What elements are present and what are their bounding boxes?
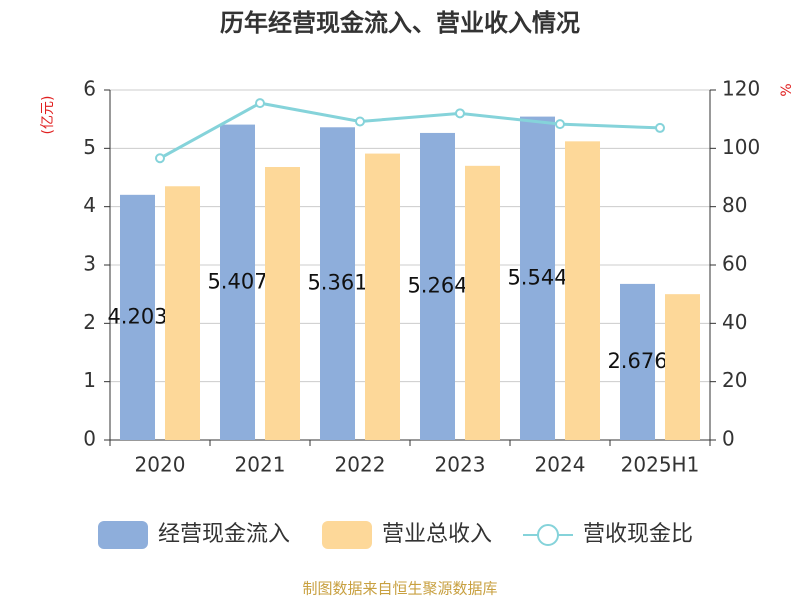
x-tick-label: 2023: [435, 453, 486, 477]
y2-tick-label: 80: [722, 193, 747, 217]
bar: [565, 141, 600, 441]
line-marker: [655, 122, 665, 133]
data-label: 2.676: [607, 349, 667, 373]
bar: [365, 153, 400, 441]
bar: [520, 116, 555, 440]
data-label: 5.544: [507, 265, 567, 289]
x-tick-label: 2020: [135, 453, 186, 477]
x-tick-label: 2025H1: [621, 453, 700, 477]
data-label: 5.407: [207, 269, 267, 293]
y-axis-label: (亿元): [40, 96, 56, 135]
source-note: 制图数据来自恒生聚源数据库: [302, 580, 497, 598]
chart-title: 历年经营现金流入、营业收入情况: [220, 9, 580, 37]
y2-tick-label: 60: [722, 252, 747, 276]
y-tick-label: 1: [83, 368, 96, 392]
data-label: 5.264: [407, 273, 467, 297]
legend-swatch: [537, 524, 559, 546]
legend-swatch: [322, 521, 372, 549]
y2-axis-label: %: [779, 83, 795, 96]
bar: [665, 294, 700, 440]
bar: [620, 283, 655, 440]
y2-tick-label: 100: [722, 135, 760, 159]
line-marker: [555, 119, 565, 130]
y-tick-label: 5: [83, 135, 96, 159]
data-label: 5.361: [307, 271, 367, 295]
bar: [420, 132, 455, 440]
legend-swatch: [98, 521, 148, 549]
line-marker: [255, 98, 265, 109]
bar: [465, 165, 500, 441]
y2-tick-label: 120: [722, 77, 760, 101]
bar: [220, 124, 255, 440]
y-tick-label: 3: [83, 252, 96, 276]
y-tick-label: 0: [83, 427, 96, 451]
line-marker: [155, 153, 165, 164]
y2-tick-label: 0: [722, 427, 735, 451]
y2-tick-label: 40: [722, 310, 747, 334]
y-tick-label: 2: [83, 310, 96, 334]
data-label: 4.203: [107, 304, 167, 328]
y2-tick-label: 20: [722, 368, 747, 392]
x-tick-label: 2021: [235, 453, 286, 477]
bar: [165, 186, 200, 440]
y-tick-label: 6: [83, 77, 96, 101]
legend-label: 营业总收入: [382, 522, 492, 547]
legend-label: 营收现金比: [583, 522, 693, 547]
bar: [120, 194, 155, 440]
bar: [320, 127, 355, 441]
bar: [265, 167, 300, 440]
line-marker: [355, 116, 365, 127]
x-tick-label: 2024: [535, 453, 586, 477]
line: [159, 101, 661, 160]
legend-label: 经营现金流入: [158, 522, 290, 547]
y-tick-label: 4: [83, 193, 96, 217]
line-marker: [455, 108, 465, 119]
x-tick-label: 2022: [335, 453, 386, 477]
